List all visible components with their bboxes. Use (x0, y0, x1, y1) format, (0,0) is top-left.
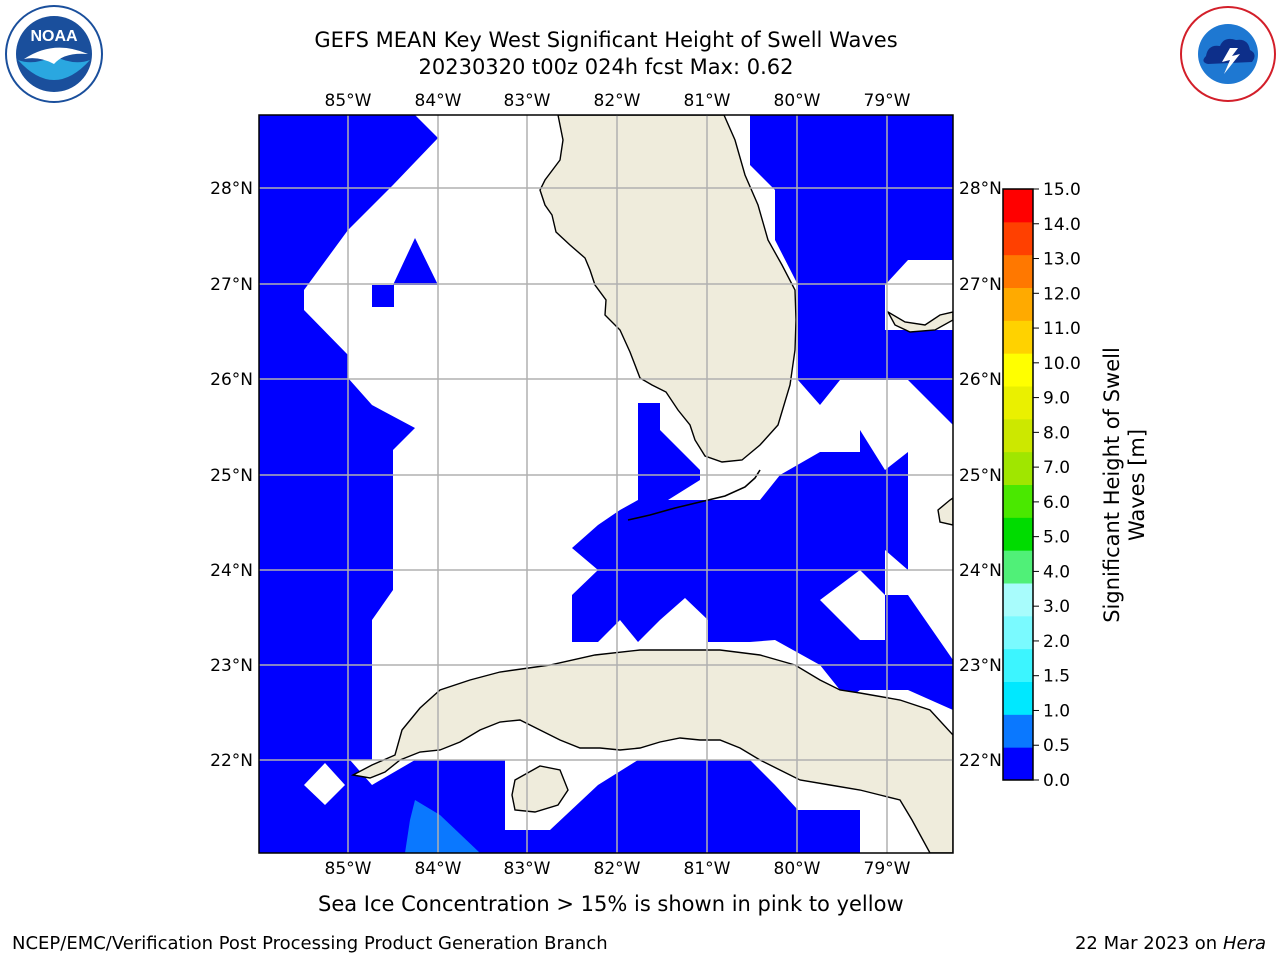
lon-label-top: 85°W (325, 91, 372, 111)
lat-label-right: 27°N (959, 275, 1002, 295)
colorbar-tick-label: 13.0 (1043, 250, 1081, 270)
lon-label-top: 82°W (594, 91, 641, 111)
sea-ice-note: Sea Ice Concentration > 15% is shown in … (318, 892, 904, 916)
lon-label-bottom: 85°W (325, 859, 372, 879)
colorbar-tick-label: 12.0 (1043, 284, 1081, 304)
lon-label-bottom: 82°W (594, 859, 641, 879)
lat-label-left: 25°N (210, 466, 253, 486)
lon-label-bottom: 83°W (504, 859, 551, 879)
colorbar-block (1003, 714, 1033, 747)
lon-label-top: 79°W (864, 91, 911, 111)
colorbar-block (1003, 616, 1033, 649)
colorbar-tick-label: 0.0 (1043, 771, 1070, 791)
colorbar-block (1003, 222, 1033, 255)
colorbar-tick-label: 14.0 (1043, 215, 1081, 235)
lon-label-top: 80°W (774, 91, 821, 111)
colorbar-tick-label: 2.0 (1043, 632, 1070, 652)
colorbar-tick-label: 8.0 (1043, 423, 1070, 443)
lat-label-left: 28°N (210, 179, 253, 199)
colorbar-block (1003, 320, 1033, 353)
lat-label-right: 24°N (959, 561, 1002, 581)
footer-machine: Hera (1223, 933, 1266, 954)
footer-date-text: 22 Mar 2023 on (1075, 933, 1217, 954)
colorbar-label: Significant Height of SwellWaves [m] (1100, 347, 1149, 623)
colorbar-tick-label: 11.0 (1043, 319, 1081, 339)
lon-label-top: 83°W (504, 91, 551, 111)
lon-label-bottom: 80°W (774, 859, 821, 879)
lon-label-top: 84°W (415, 91, 462, 111)
lat-label-left: 24°N (210, 561, 253, 581)
colorbar-block (1003, 452, 1033, 485)
colorbar-tick-label: 1.0 (1043, 701, 1070, 721)
colorbar-tick-label: 5.0 (1043, 528, 1070, 548)
colorbar-tick-label: 0.5 (1043, 736, 1070, 756)
footer-branch: NCEP/EMC/Verification Post Processing Pr… (12, 933, 608, 954)
lat-label-left: 26°N (210, 370, 253, 390)
colorbar-block (1003, 485, 1033, 518)
colorbar-block (1003, 353, 1033, 386)
colorbar-block (1003, 583, 1033, 616)
colorbar-block (1003, 255, 1033, 288)
colorbar-block (1003, 682, 1033, 715)
colorbar-block (1003, 550, 1033, 583)
colorbar-tick-label: 6.0 (1043, 493, 1070, 513)
colorbar-ticks: 0.0 0.5 1.0 1.5 2.0 3.0 4.0 5.0 6.0 7.0 8.0 9.0 10.0… (1033, 180, 1081, 791)
colorbar-block (1003, 747, 1033, 780)
lat-label-right: 28°N (959, 179, 1002, 199)
lon-label-top: 81°W (684, 91, 731, 111)
lat-label-right: 22°N (959, 751, 1002, 771)
swell-height-map: 85°W 84°W 83°W 82°W 81°W 80°W 79°W 85°W … (0, 0, 1280, 960)
colorbar-block (1003, 386, 1033, 419)
colorbar-tick-label: 9.0 (1043, 389, 1070, 409)
lat-label-right: 23°N (959, 656, 1002, 676)
colorbar-tick-label: 10.0 (1043, 354, 1081, 374)
colorbar-block (1003, 517, 1033, 550)
lat-label-right: 26°N (959, 370, 1002, 390)
lat-label-left: 22°N (210, 751, 253, 771)
colorbar-tick-label: 4.0 (1043, 562, 1070, 582)
colorbar-block (1003, 419, 1033, 452)
map-area (259, 115, 953, 853)
lat-label-left: 27°N (210, 275, 253, 295)
colorbar-tick-label: 15.0 (1043, 180, 1081, 200)
colorbar-tick-label: 7.0 (1043, 458, 1070, 478)
colorbar (1003, 189, 1033, 781)
colorbar-tick-label: 3.0 (1043, 597, 1070, 617)
lat-label-right: 25°N (959, 466, 1002, 486)
colorbar-block (1003, 189, 1033, 222)
lon-label-bottom: 84°W (415, 859, 462, 879)
colorbar-block (1003, 288, 1033, 321)
lon-label-bottom: 81°W (684, 859, 731, 879)
footer-date: 22 Mar 2023 on Hera (1075, 933, 1266, 954)
colorbar-block (1003, 649, 1033, 682)
lat-label-left: 23°N (210, 656, 253, 676)
lon-label-bottom: 79°W (864, 859, 911, 879)
colorbar-tick-label: 1.5 (1043, 667, 1070, 687)
